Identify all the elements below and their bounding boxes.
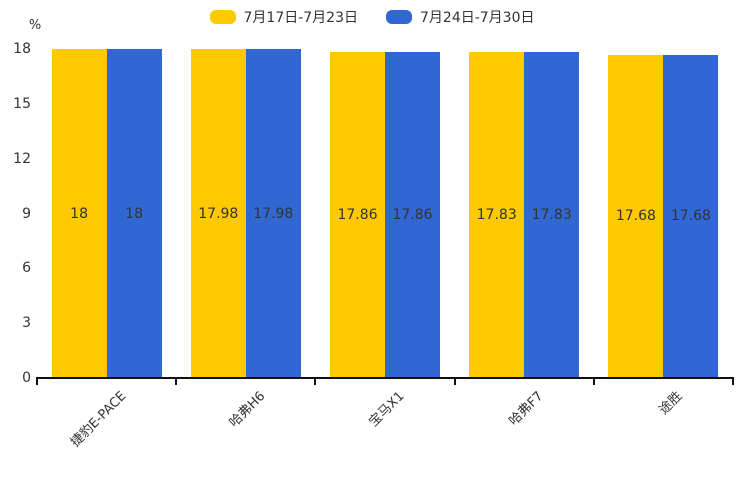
bar: 17.86 [385, 51, 440, 378]
x-axis-category-label: 哈弗F7 [506, 388, 547, 429]
bar: 18 [106, 49, 162, 378]
bar-value-label: 18 [70, 205, 88, 222]
bar: 18 [51, 49, 107, 378]
legend-swatch-week2-icon [386, 10, 412, 24]
x-axis-category-label: 宝马X1 [366, 388, 408, 430]
x-axis-tick-mark [36, 379, 38, 385]
bar-value-label: 17.68 [615, 208, 656, 225]
bar-value-label: 17.83 [531, 207, 572, 224]
x-axis-tick-mark [732, 379, 734, 385]
bar: 17.98 [190, 49, 246, 378]
y-axis-tick-label: 9 [22, 205, 31, 222]
legend-swatch-week1-icon [209, 10, 236, 24]
y-axis-tick-label: 12 [13, 150, 31, 167]
y-axis-tick-label: 6 [22, 260, 31, 277]
bar: 17.98 [245, 49, 301, 378]
bar-value-label: 17.86 [337, 206, 378, 223]
x-axis-tick-mark [592, 379, 595, 385]
x-axis-tick-mark [175, 379, 178, 385]
bar-value-label: 17.83 [476, 207, 517, 224]
y-axis-unit-label: % [28, 18, 42, 33]
x-axis-category-label: 途胜 [656, 388, 686, 418]
plot-area: 18 18 17.98 17.98 17.86 17.86 17.83 17.83 17.68 1… [37, 49, 733, 378]
bar-value-label: 17.98 [253, 205, 294, 222]
bar: 17.83 [524, 52, 580, 378]
bar-value-label: 17.86 [392, 206, 433, 223]
legend: 7月17日-7月23日 7月24日-7月30日 [0, 7, 744, 27]
x-axis-category-label: 哈弗H6 [226, 388, 269, 431]
bar: 17.86 [330, 51, 385, 378]
bar: 17.83 [469, 52, 525, 378]
x-axis-tick-mark [314, 379, 317, 385]
y-axis-tick-label: 3 [22, 315, 31, 332]
legend-label-week1: 7月17日-7月23日 [243, 10, 359, 26]
y-axis-tick-label: 15 [13, 95, 31, 112]
bar-value-label: 18 [125, 205, 143, 222]
legend-label-week2: 7月24日-7月30日 [420, 10, 535, 26]
y-axis-tick-label: 18 [13, 41, 31, 57]
bar: 17.68 [608, 54, 664, 378]
bar-value-label: 17.98 [198, 205, 239, 222]
legend-item-week1[interactable]: 7月17日-7月23日 [209, 7, 359, 27]
legend-item-week2[interactable]: 7月24日-7月30日 [386, 7, 535, 27]
x-axis-tick-mark [453, 379, 456, 385]
bar-value-label: 17.68 [670, 208, 711, 225]
x-axis-category-label: 捷豹E-PACE [67, 388, 130, 451]
x-axis-line [36, 377, 734, 379]
bar: 17.68 [663, 54, 719, 378]
y-axis-tick-label: 0 [22, 370, 31, 386]
